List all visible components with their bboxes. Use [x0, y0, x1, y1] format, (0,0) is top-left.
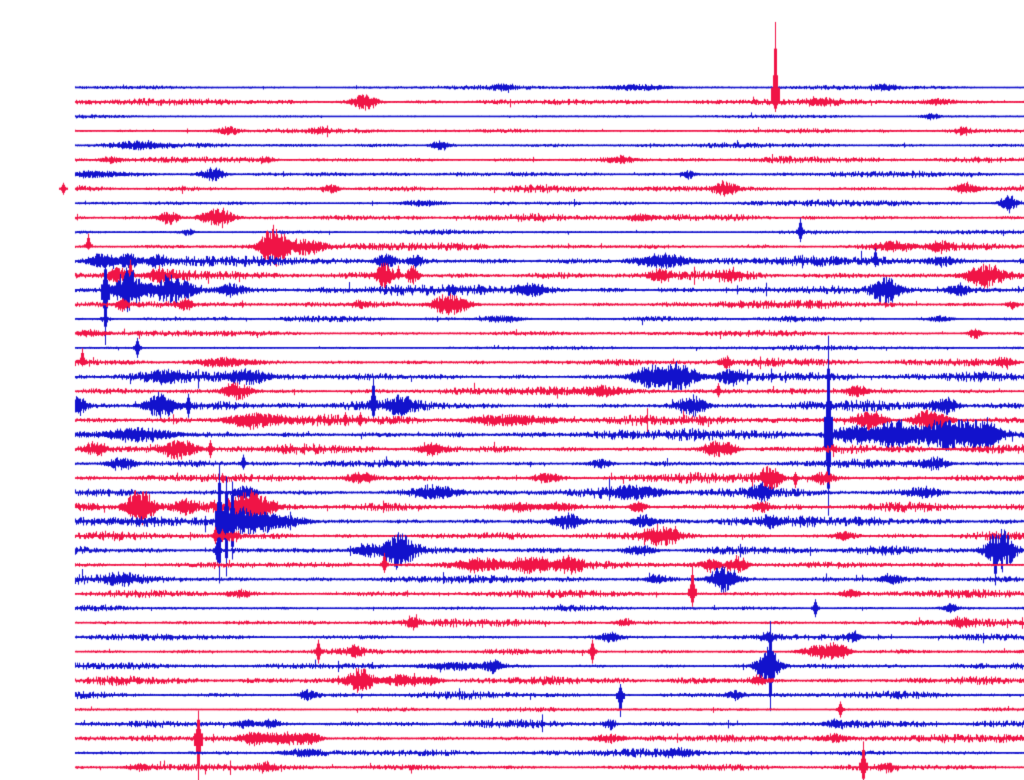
helicorder-plot	[0, 0, 1024, 780]
helicorder-page: CL MG00 2015-01-05 Applied filter: WWSSN…	[0, 0, 1024, 780]
